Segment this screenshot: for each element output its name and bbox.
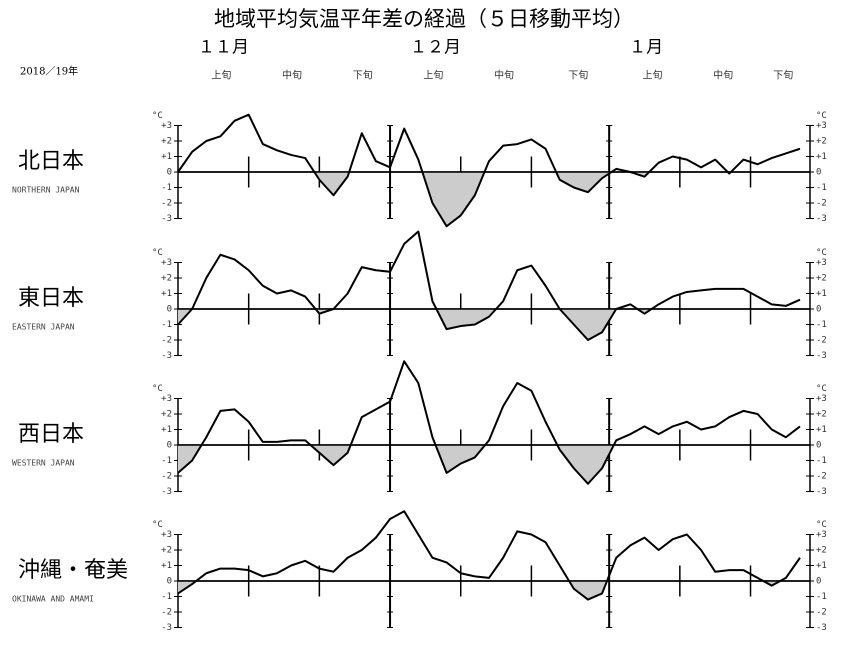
temperature-line [177, 113, 801, 228]
y-unit: °C [816, 520, 827, 530]
y-tick-label: +1 [161, 425, 172, 435]
region-name-en: EASTERN JAPAN [12, 323, 75, 332]
y-unit: °C [152, 111, 163, 121]
chart-title: 地域平均気温平年差の経過（５日移動平均） [214, 7, 634, 31]
y-tick-label: -2 [161, 336, 172, 346]
region-name: 西日本 [18, 422, 84, 447]
dekad-label: 上旬 [211, 69, 231, 82]
y-tick-label: -1 [161, 320, 172, 330]
y-tick-label: +3 [161, 530, 172, 540]
y-tick-label: +2 [161, 546, 172, 556]
y-tick-label: +2 [161, 137, 172, 147]
y-tick-label: 0 [167, 305, 172, 315]
y-unit: °C [816, 384, 827, 394]
y-tick-label: +1 [816, 561, 827, 571]
y-tick-label: -1 [161, 183, 172, 193]
y-tick-label: -2 [816, 336, 827, 346]
y-tick-label: 0 [816, 441, 821, 451]
negative-area [178, 581, 800, 600]
y-tick-label: +2 [816, 546, 827, 556]
y-tick-label: +1 [816, 289, 827, 299]
region-name: 北日本 [18, 149, 84, 174]
y-unit: °C [152, 384, 163, 394]
y-tick-label: +1 [161, 561, 172, 571]
month-label: １１月 [198, 38, 249, 58]
y-tick-label: +2 [161, 274, 172, 284]
temperature-line [177, 230, 801, 341]
y-tick-label: -1 [816, 456, 827, 466]
y-tick-label: -2 [816, 472, 827, 482]
y-tick-label: -3 [816, 487, 827, 497]
y-tick-label: -2 [161, 199, 172, 209]
month-label: １２月 [410, 38, 461, 58]
y-tick-label: 0 [167, 168, 172, 178]
y-tick-label: +1 [161, 152, 172, 162]
negative-area [178, 445, 800, 484]
region-name: 東日本 [18, 286, 84, 311]
y-tick-label: 0 [167, 441, 172, 451]
region-name-en: NORTHERN JAPAN [12, 186, 80, 195]
dekad-label: 中旬 [713, 69, 733, 82]
region-name: 沖縄・奄美 [18, 558, 128, 583]
y-tick-label: +3 [161, 121, 172, 131]
y-tick-label: +3 [161, 394, 172, 404]
y-tick-label: -3 [816, 351, 827, 361]
dekad-label: 下旬 [773, 69, 793, 82]
y-tick-label: +1 [816, 152, 827, 162]
month-label: １月 [629, 38, 663, 58]
y-tick-label: -3 [816, 623, 827, 633]
y-tick-label: -1 [816, 183, 827, 193]
y-tick-label: 0 [816, 577, 821, 587]
negative-area [178, 309, 800, 340]
dekad-label: 下旬 [568, 69, 588, 82]
negative-area [178, 172, 800, 227]
y-tick-label: -1 [816, 320, 827, 330]
y-tick-label: -1 [161, 592, 172, 602]
y-tick-label: +2 [161, 410, 172, 420]
y-tick-label: 0 [816, 305, 821, 315]
dekad-label: 上旬 [643, 69, 663, 82]
dekad-label: 中旬 [282, 69, 302, 82]
y-tick-label: +3 [161, 258, 172, 268]
y-tick-label: -2 [816, 608, 827, 618]
period-label: 2018／19年 [20, 65, 78, 78]
y-tick-label: +2 [816, 410, 827, 420]
y-tick-label: -3 [161, 214, 172, 224]
y-tick-label: -3 [161, 623, 172, 633]
y-tick-label: -1 [816, 592, 827, 602]
dekad-label: 上旬 [423, 69, 443, 82]
y-tick-label: +2 [816, 274, 827, 284]
y-tick-label: -3 [161, 351, 172, 361]
y-tick-label: +3 [816, 530, 827, 540]
y-unit: °C [152, 248, 163, 258]
region-name-en: OKINAWA AND AMAMI [12, 595, 94, 604]
y-tick-label: -2 [816, 199, 827, 209]
temperature-line [177, 510, 801, 601]
y-tick-label: 0 [816, 168, 821, 178]
y-tick-label: -2 [161, 608, 172, 618]
region-name-en: WESTERN JAPAN [12, 459, 75, 468]
y-tick-label: +1 [816, 425, 827, 435]
temperature-line [177, 360, 801, 485]
y-tick-label: -3 [816, 214, 827, 224]
y-unit: °C [816, 111, 827, 121]
y-tick-label: 0 [167, 577, 172, 587]
y-tick-label: +1 [161, 289, 172, 299]
dekad-label: 下旬 [353, 69, 373, 82]
y-tick-label: -2 [161, 472, 172, 482]
y-tick-label: +3 [816, 258, 827, 268]
y-tick-label: +2 [816, 137, 827, 147]
y-tick-label: +3 [816, 394, 827, 404]
y-tick-label: -3 [161, 487, 172, 497]
y-unit: °C [816, 248, 827, 258]
dekad-label: 中旬 [494, 69, 514, 82]
y-unit: °C [152, 520, 163, 530]
y-tick-label: +3 [816, 121, 827, 131]
y-tick-label: -1 [161, 456, 172, 466]
